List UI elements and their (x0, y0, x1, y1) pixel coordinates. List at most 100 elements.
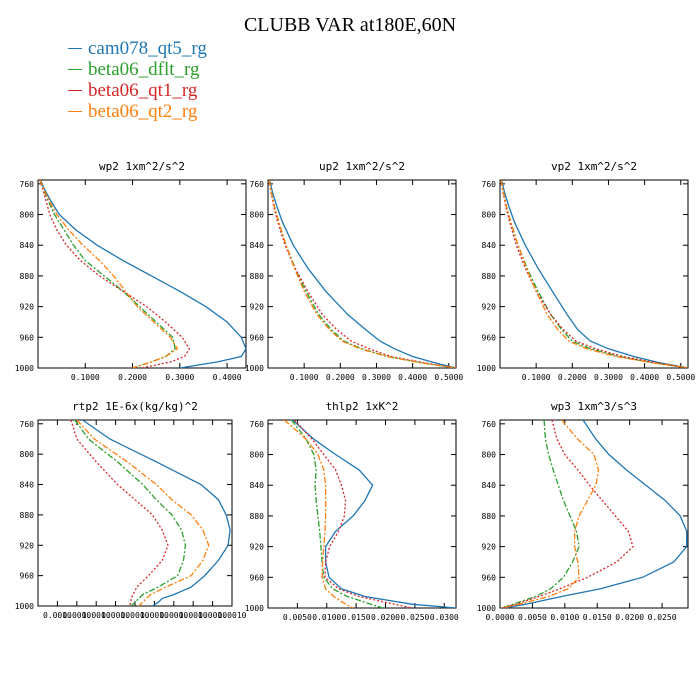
legend-label: beta06_qt2_rg (88, 101, 198, 122)
panel-title: wp2 1xm^2/s^2 (99, 160, 185, 173)
series-line (76, 420, 210, 606)
y-tick-label: 840 (20, 481, 35, 490)
legend-entry: beta06_qt1_rg (68, 80, 207, 101)
figure-title: CLUBB VAR at180E,60N (243, 14, 457, 36)
y-tick-label: 840 (250, 481, 265, 490)
chart-panel: up2 1xm^2/s^2 760 800 840 880 920 960 1000 0.100… (245, 160, 464, 382)
x-tick-label: 0.0010 (82, 611, 111, 620)
y-tick-label: 1000 (245, 604, 264, 613)
x-tick-label: 0.0010 (218, 611, 247, 620)
y-tick-label: 880 (20, 272, 35, 281)
x-tick-label: 0.0010 (198, 611, 227, 620)
x-tick-label: 0.4000 (398, 373, 427, 382)
y-tick-label: 920 (482, 543, 497, 552)
y-tick-label: 1000 (15, 602, 34, 611)
plot-frame (267, 419, 457, 609)
x-tick-label: 0.0050 (518, 613, 547, 622)
x-tick-label: 0.2000 (558, 373, 587, 382)
x-tick-label: 0.0150 (583, 613, 612, 622)
x-tick-label: 0.0010 (140, 611, 169, 620)
x-tick-label: 0.0010 (62, 611, 91, 620)
x-tick-label: 0.0100 (550, 613, 579, 622)
x-tick-label: 0.0010 (121, 611, 150, 620)
y-tick-label: 920 (482, 303, 497, 312)
x-tick-label: 0.1000 (290, 373, 319, 382)
y-tick-label: 800 (482, 211, 497, 220)
legend-swatch (68, 69, 82, 70)
x-tick-label: 0.3000 (362, 373, 391, 382)
y-tick-label: 920 (250, 543, 265, 552)
legend-entry: beta06_qt2_rg (68, 101, 207, 122)
y-tick-label: 880 (20, 511, 35, 520)
series-line (39, 180, 246, 368)
series-line (74, 420, 187, 606)
x-tick-label: 0.0010 (101, 611, 130, 620)
x-tick-label: 0.3000 (165, 373, 194, 382)
y-tick-label: 840 (20, 241, 35, 250)
x-tick-label: 0.2000 (326, 373, 355, 382)
y-tick-label: 800 (250, 451, 265, 460)
series-line (500, 180, 688, 368)
x-tick-label: 0.0100 (312, 613, 341, 622)
y-tick-label: 960 (482, 573, 497, 582)
y-tick-label: 880 (482, 512, 497, 521)
legend-swatch (68, 111, 82, 112)
y-tick-label: 760 (482, 420, 497, 429)
y-tick-label: 800 (250, 211, 265, 220)
series-line (39, 180, 179, 368)
y-tick-label: 760 (250, 420, 265, 429)
y-tick-label: 800 (482, 451, 497, 460)
series-line (39, 180, 176, 368)
chart-panel: rtp2 1E-6x(kg/kg)^2 760 800 840 880 920 960 100… (15, 400, 247, 620)
y-tick-label: 960 (20, 572, 35, 581)
x-tick-label: 0.0010 (159, 611, 188, 620)
x-tick-label: 0.3000 (594, 373, 623, 382)
legend-label: beta06_dflt_rg (88, 59, 200, 80)
series-line (293, 420, 413, 608)
y-tick-label: 760 (20, 420, 35, 429)
series-line (268, 180, 456, 368)
y-tick-label: 920 (250, 303, 265, 312)
y-tick-label: 880 (482, 272, 497, 281)
series-line (501, 420, 580, 608)
series-line (70, 420, 169, 606)
y-tick-label: 880 (250, 512, 265, 521)
y-tick-label: 920 (20, 541, 35, 550)
x-tick-label: 0.5000 (434, 373, 463, 382)
y-tick-label: 840 (482, 241, 497, 250)
x-tick-label: 0.0010 (43, 611, 72, 620)
x-tick-label: 0.4000 (630, 373, 659, 382)
y-tick-label: 800 (20, 211, 35, 220)
plot-frame (499, 419, 689, 609)
plot-frame (37, 179, 247, 369)
x-tick-label: 0.5000 (666, 373, 695, 382)
x-tick-label: 0.0150 (342, 613, 371, 622)
x-tick-label: 0.0250 (648, 613, 677, 622)
y-tick-label: 840 (482, 481, 497, 490)
y-tick-label: 760 (250, 180, 265, 189)
x-tick-label: 0.0200 (371, 613, 400, 622)
y-tick-label: 760 (482, 180, 497, 189)
y-tick-label: 960 (20, 333, 35, 342)
x-tick-label: 0.0050 (283, 613, 312, 622)
x-tick-label: 0.0010 (179, 611, 208, 620)
series-line (269, 180, 456, 368)
series-line (501, 420, 600, 608)
y-tick-label: 1000 (477, 604, 496, 613)
legend-label: beta06_qt1_rg (88, 80, 198, 101)
chart-panel: wp2 1xm^2/s^2 760 800 840 880 920 960 1000 0.100… (15, 160, 247, 382)
y-tick-label: 920 (20, 303, 35, 312)
y-tick-label: 960 (482, 333, 497, 342)
legend-label: cam078_qt5_rg (88, 38, 207, 59)
x-tick-label: 0.0000 (486, 613, 515, 622)
plot-frame (267, 179, 457, 369)
series-line (290, 420, 383, 608)
legend-entry: cam078_qt5_rg (68, 38, 207, 59)
series-line (39, 180, 191, 368)
series-line (82, 420, 231, 606)
chart-panel: vp2 1xm^2/s^2 760 800 840 880 920 960 1000 0.100… (477, 160, 696, 382)
x-tick-label: 0.0250 (400, 613, 429, 622)
panel-title: wp3 1xm^3/s^3 (551, 400, 637, 413)
legend: cam078_qt5_rg beta06_dflt_rg beta06_qt1_rg… (68, 38, 207, 122)
